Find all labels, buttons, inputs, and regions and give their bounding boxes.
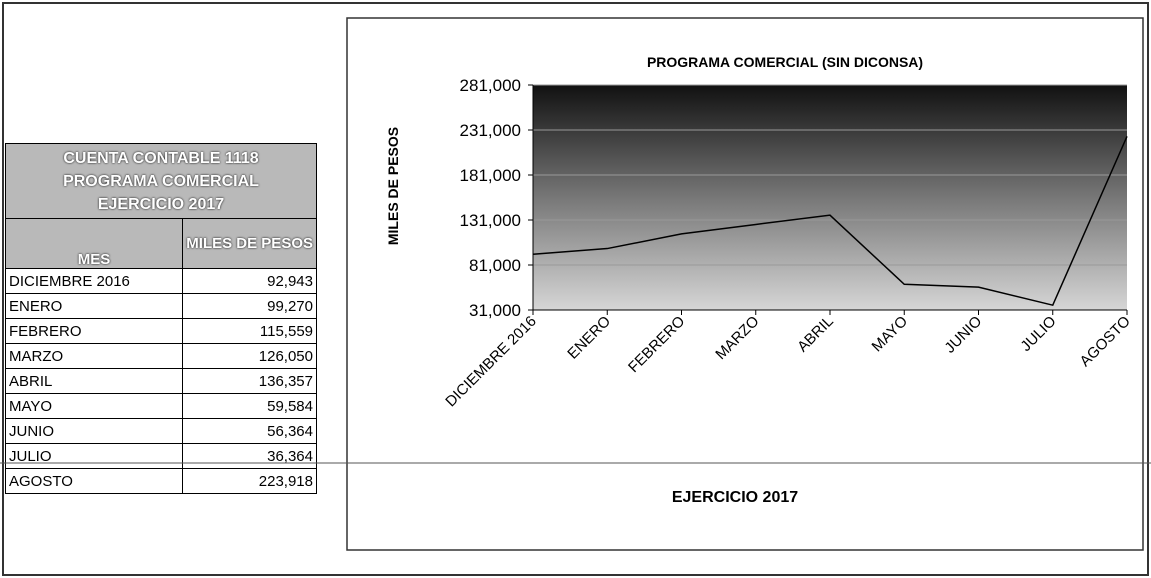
table-row: AGOSTO 223,918 bbox=[5, 468, 317, 494]
amount-cell: 92,943 bbox=[182, 268, 317, 294]
column-header: MILES DE PESOS bbox=[182, 218, 317, 269]
plot-area bbox=[533, 85, 1127, 310]
table-row: DICIEMBRE 2016 92,943 bbox=[5, 268, 317, 294]
x-tick-label: JUNIO bbox=[941, 313, 985, 357]
table-row: ABRIL 136,357 bbox=[5, 368, 317, 394]
y-tick-label: 31,000 bbox=[469, 301, 521, 320]
amount-cell: 59,584 bbox=[182, 393, 317, 419]
title-line: EJERCICIO 2017 bbox=[97, 195, 225, 213]
x-tick-label: DICIEMBRE 2016 bbox=[442, 313, 540, 411]
amount-cell: 223,918 bbox=[182, 468, 317, 494]
y-tick-label: 81,000 bbox=[469, 256, 521, 275]
table-row: MAYO 59,584 bbox=[5, 393, 317, 419]
y-tick-label: 131,000 bbox=[460, 211, 521, 230]
y-axis-label: MILES DE PESOS bbox=[385, 127, 401, 245]
month-cell: ENERO bbox=[5, 293, 183, 319]
chart-frame bbox=[346, 17, 1144, 551]
title-line: CUENTA CONTABLE 1118 bbox=[63, 149, 259, 167]
x-tick-label: MAYO bbox=[869, 313, 911, 355]
chart-title: PROGRAMA COMERCIAL (SIN DICONSA) bbox=[647, 54, 923, 70]
data-table: CUENTA CONTABLE 1118 PROGRAMA COMERCIAL … bbox=[5, 143, 317, 494]
x-tick-label: ENERO bbox=[564, 313, 614, 363]
x-tick-label: ABRIL bbox=[794, 313, 837, 356]
title-line: PROGRAMA COMERCIAL bbox=[63, 172, 259, 190]
y-tick-label: 181,000 bbox=[460, 166, 521, 185]
x-tick-label: AGOSTO bbox=[1077, 313, 1134, 370]
x-tick-label: JULIO bbox=[1017, 313, 1059, 355]
y-tick-label: 231,000 bbox=[460, 121, 521, 140]
month-cell: MAYO bbox=[5, 393, 183, 419]
data-line bbox=[532, 136, 1128, 307]
month-cell: FEBRERO bbox=[5, 318, 183, 344]
month-cell: AGOSTO bbox=[5, 468, 183, 494]
amount-cell: 115,559 bbox=[182, 318, 317, 344]
table-body: DICIEMBRE 2016 92,943 ENERO 99,270 FEBRERO 11… bbox=[5, 268, 317, 494]
x-tick-label: FEBRERO bbox=[625, 313, 688, 376]
month-cell: ABRIL bbox=[5, 368, 183, 394]
x-tick-label: MARZO bbox=[712, 313, 762, 363]
y-tick-label: 281,000 bbox=[460, 76, 521, 95]
x-axis-label: EJERCICIO 2017 bbox=[672, 489, 798, 506]
table-row: FEBRERO 115,559 bbox=[5, 318, 317, 344]
month-cell: JULIO bbox=[5, 443, 183, 469]
month-cell: MARZO bbox=[5, 343, 183, 369]
amount-cell: 56,364 bbox=[182, 418, 317, 444]
